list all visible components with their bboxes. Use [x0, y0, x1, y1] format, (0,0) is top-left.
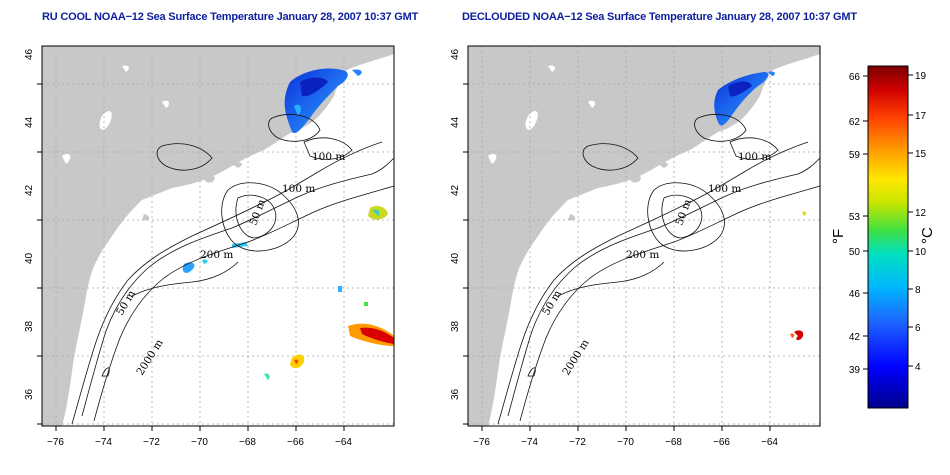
x-tick-label: −68 [239, 437, 256, 448]
y-tick-label: 44 [450, 116, 461, 128]
celsius-tick-label: 12 [915, 208, 927, 219]
celsius-tick-label: 15 [915, 149, 927, 160]
x-tick-label: −76 [47, 437, 64, 448]
fahrenheit-tick-label: 46 [849, 289, 861, 300]
x-tick-label: −66 [713, 437, 730, 448]
left-y-axis-labels: 36 38 40 42 44 46 [24, 48, 35, 400]
contour-label-100m-center: 100 m [708, 183, 741, 195]
x-tick-label: −64 [761, 437, 778, 448]
contour-label-100m-north: 100 m [312, 151, 345, 163]
fahrenheit-tick-label: 62 [849, 117, 861, 128]
y-tick-label: 36 [450, 388, 461, 400]
y-tick-label: 36 [24, 388, 35, 400]
x-tick-label: −68 [665, 437, 682, 448]
contour-label-100m-center: 100 m [282, 183, 315, 195]
temperature-colorbar: 66 62 59 53 50 46 42 39 19 17 15 12 10 8… [830, 65, 936, 409]
right-axis-ticks [463, 83, 771, 431]
fahrenheit-tick-label: 53 [849, 212, 861, 223]
x-tick-label: −64 [335, 437, 352, 448]
x-tick-label: −76 [473, 437, 490, 448]
contour-label-200m: 200 m [626, 249, 659, 261]
fahrenheit-tick-label: 50 [849, 247, 861, 258]
celsius-tick-label: 17 [915, 111, 927, 122]
fahrenheit-unit-label: °F [830, 229, 847, 244]
fahrenheit-tick-label: 39 [849, 365, 861, 376]
celsius-tick-label: 6 [915, 323, 921, 334]
y-tick-label: 38 [450, 320, 461, 332]
y-tick-label: 38 [24, 320, 35, 332]
y-tick-label: 40 [450, 252, 461, 264]
fahrenheit-tick-label: 59 [849, 150, 861, 161]
left-map-panel: 100 m 100 m 50 m 200 m 50 m 2000 m [41, 45, 395, 427]
y-tick-label: 40 [24, 252, 35, 264]
x-tick-label: −74 [95, 437, 112, 448]
x-tick-label: −70 [617, 437, 634, 448]
celsius-unit-label: °C [919, 227, 936, 244]
y-tick-label: 46 [24, 48, 35, 60]
y-tick-label: 46 [450, 48, 461, 60]
fahrenheit-tick-label: 66 [849, 72, 861, 83]
x-tick-label: −66 [287, 437, 304, 448]
x-tick-label: −74 [521, 437, 538, 448]
celsius-tick-label: 19 [915, 71, 927, 82]
y-tick-label: 42 [24, 184, 35, 196]
left-axis-ticks [37, 83, 345, 431]
right-y-axis-labels: 36 38 40 42 44 46 [450, 48, 461, 400]
right-x-axis-labels: −76 −74 −72 −70 −68 −66 −64 [473, 437, 778, 448]
left-x-axis-labels: −76 −74 −72 −70 −68 −66 −64 [47, 437, 352, 448]
contour-label-100m-north: 100 m [738, 151, 771, 163]
x-tick-label: −70 [191, 437, 208, 448]
fahrenheit-tick-label: 42 [849, 332, 861, 343]
celsius-tick-label: 10 [915, 247, 927, 258]
y-tick-label: 44 [24, 116, 35, 128]
celsius-tick-label: 4 [915, 362, 921, 373]
contour-label-200m: 200 m [200, 249, 233, 261]
plot-frame [467, 45, 821, 427]
x-tick-label: −72 [143, 437, 160, 448]
celsius-tick-label: 8 [915, 285, 921, 296]
right-panel-title: DECLOUDED NOAA−12 Sea Surface Temperatur… [462, 11, 857, 23]
y-tick-label: 42 [450, 184, 461, 196]
plot-frame [41, 45, 395, 427]
x-tick-label: −72 [569, 437, 586, 448]
left-panel-title: RU COOL NOAA−12 Sea Surface Temperature … [42, 11, 419, 23]
sst-overlay [714, 71, 807, 341]
right-map-panel: 100 m 100 m 50 m 200 m 50 m 2000 m [467, 45, 821, 427]
